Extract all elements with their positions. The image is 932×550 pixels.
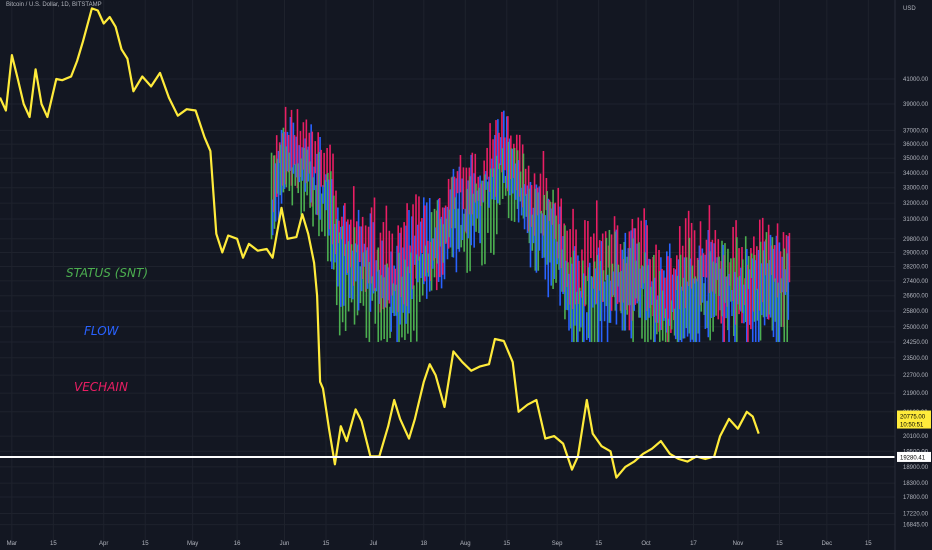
y-tick-label: 39000.00 <box>903 102 929 108</box>
support-price-tag[interactable] <box>897 451 931 462</box>
y-tick-label: 41000.00 <box>903 77 929 83</box>
x-tick-label: Apr <box>99 541 108 547</box>
y-tick-label: 26600.00 <box>903 294 929 300</box>
x-tick-label: 15 <box>50 541 57 547</box>
current-price-tag[interactable] <box>897 410 931 429</box>
x-tick-label: Dec <box>822 541 833 547</box>
x-tick-label: Mar <box>7 541 17 547</box>
y-tick-label: 35000.00 <box>903 156 929 162</box>
x-tick-label: Sep <box>552 541 563 547</box>
y-tick-label: 28200.00 <box>903 264 929 270</box>
x-tick-label: 15 <box>776 541 783 547</box>
countdown-timer: 10:50:51 <box>900 423 924 429</box>
x-tick-label: May <box>187 541 198 547</box>
y-tick-label: 32000.00 <box>903 201 929 207</box>
currency-label: USD <box>903 6 916 12</box>
y-tick-label: 18300.00 <box>903 481 929 487</box>
support-price-value: 19280.41 <box>900 455 926 461</box>
y-tick-label: 22700.00 <box>903 373 929 379</box>
y-tick-label: 34000.00 <box>903 171 929 177</box>
x-tick-label: Jun <box>280 541 290 547</box>
y-tick-label: 37000.00 <box>903 128 929 134</box>
current-price-value: 20775.00 <box>900 415 926 421</box>
x-tick-label: 15 <box>323 541 330 547</box>
y-tick-label: 21900.00 <box>903 391 929 397</box>
x-tick-label: Nov <box>733 541 744 547</box>
y-tick-label: 25800.00 <box>903 309 929 315</box>
y-tick-label: 25000.00 <box>903 325 929 331</box>
y-tick-label: 29800.00 <box>903 237 929 243</box>
y-tick-label: 16845.00 <box>903 523 929 529</box>
y-tick-label: 17220.00 <box>903 512 929 518</box>
y-tick-label: 20100.00 <box>903 434 929 440</box>
y-tick-label: 17800.00 <box>903 495 929 501</box>
y-tick-label: 29000.00 <box>903 250 929 256</box>
x-tick-label: 16 <box>234 541 241 547</box>
x-tick-label: Jul <box>370 541 378 547</box>
y-tick-label: 31000.00 <box>903 217 929 223</box>
annotation-flow: FLOW <box>84 324 119 338</box>
y-tick-label: 33000.00 <box>903 186 929 192</box>
x-tick-label: 15 <box>142 541 149 547</box>
x-tick-label: 15 <box>503 541 510 547</box>
y-tick-label: 23500.00 <box>903 356 929 362</box>
x-tick-label: Oct <box>641 541 651 547</box>
y-tick-label: 24250.00 <box>903 340 929 346</box>
y-tick-label: 36000.00 <box>903 142 929 148</box>
x-tick-label: 15 <box>865 541 872 547</box>
y-tick-label: 18900.00 <box>903 465 929 471</box>
symbol-title: Bitcoin / U.S. Dollar, 1D, BITSTAMP <box>6 2 102 8</box>
x-tick-label: Aug <box>460 541 471 547</box>
btc-price-line <box>0 7 760 479</box>
y-tick-label: 27400.00 <box>903 279 929 285</box>
x-tick-label: 17 <box>690 541 697 547</box>
x-tick-label: 15 <box>595 541 602 547</box>
annotation-vechain: VECHAIN <box>74 380 128 394</box>
annotation-status-snt: STATUS (SNT) <box>66 266 149 280</box>
x-tick-label: 18 <box>420 541 427 547</box>
